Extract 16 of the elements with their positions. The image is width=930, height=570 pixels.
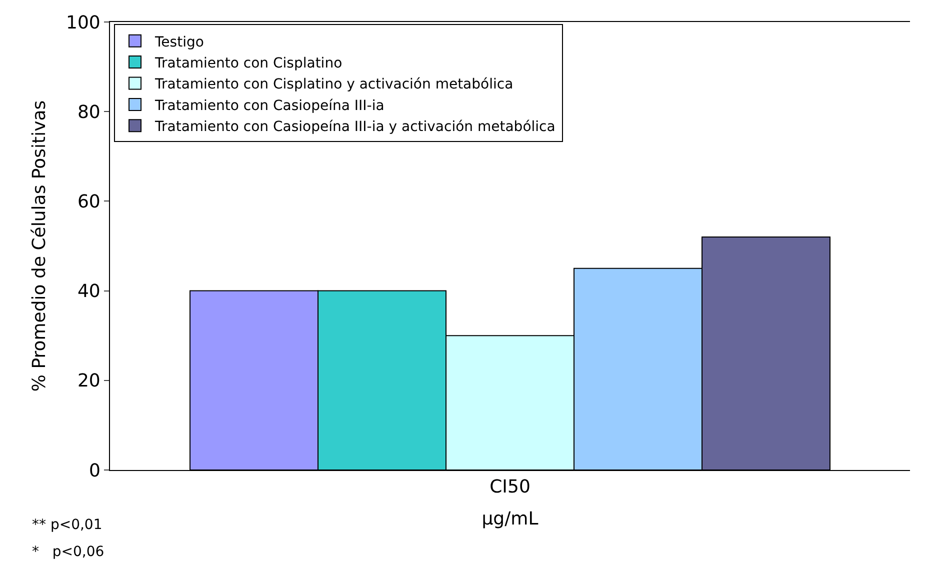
y-tick-label: 20 (77, 370, 100, 392)
y-tick-label: 40 (77, 281, 100, 302)
y-tick-label: 0 (88, 460, 100, 482)
legend-label: Tratamiento con Cisplatino (154, 56, 342, 72)
y-tick-label: 100 (66, 12, 100, 34)
text: ** p<0,01 (32, 517, 102, 533)
text: * p<0,06 (32, 544, 104, 560)
legend-label: Tratamiento con Cisplatino y activación metabólica (154, 76, 514, 93)
x-axis-title: μg/mL (482, 508, 538, 530)
x-tick-label: CI50 (490, 476, 530, 498)
y-tick-label: 60 (77, 192, 100, 212)
legend-label: Tratamiento con Casiopeína III-ia y activación metabólica (154, 119, 556, 136)
y-axis-title: % Promedio de Células Positivas (29, 100, 50, 392)
legend-label: Testigo (154, 34, 204, 50)
legend-label: Tratamiento con Casiopeína III-ia (154, 98, 384, 114)
y-tick-label: 80 (77, 102, 100, 123)
